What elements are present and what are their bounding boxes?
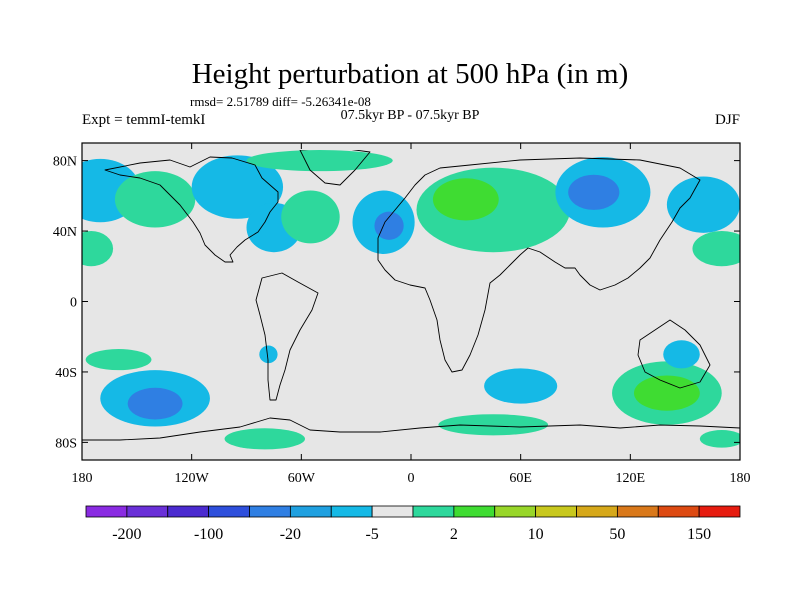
- region-6: [246, 150, 393, 172]
- colorbar-swatch-6: [330, 505, 373, 518]
- subtitle: 07.5kyr BP - 07.5kyr BP: [341, 108, 480, 123]
- region-15: [82, 231, 114, 267]
- region-17: [127, 387, 183, 420]
- x-tick-label-4: 60E: [509, 471, 532, 486]
- region-12: [568, 174, 620, 210]
- colorbar-swatch-4: [249, 505, 291, 518]
- colorbar-swatch-15: [698, 505, 741, 518]
- colorbar-label-6: 50: [609, 526, 625, 543]
- region-18: [85, 349, 152, 371]
- colorbar-swatch-7: [371, 505, 414, 518]
- region-25: [663, 340, 700, 369]
- colorbar-label-7: 150: [687, 526, 711, 543]
- colorbar-label-1: -100: [194, 526, 223, 543]
- colorbar-swatch-5: [289, 505, 332, 518]
- coastline-antarctica: [82, 417, 740, 441]
- coastlines: [82, 150, 740, 441]
- colorbar-swatch-0: [85, 505, 128, 518]
- region-22: [438, 414, 549, 436]
- x-tick-label-2: 60W: [288, 471, 316, 486]
- x-tick-label-0: 180: [72, 471, 93, 486]
- coastline-australia: [637, 319, 711, 389]
- region-10: [432, 178, 499, 221]
- region-20: [224, 428, 305, 450]
- y-tick-label-2: 0: [70, 296, 77, 311]
- colorbar-swatch-11: [535, 505, 577, 518]
- region-26: [699, 430, 740, 448]
- colorbar-label-3: -5: [365, 526, 378, 543]
- colorbar-label-5: 10: [528, 526, 544, 543]
- region-13: [666, 176, 740, 233]
- colorbar-swatch-12: [576, 505, 618, 518]
- region-24: [633, 375, 700, 411]
- colorbar-swatch-3: [208, 505, 250, 518]
- y-tick-label-3: 40S: [55, 366, 77, 381]
- season-label: DJF: [715, 112, 740, 128]
- colorbar-swatch-13: [616, 505, 659, 518]
- coastline-greenland: [299, 150, 371, 186]
- colorbar-label-0: -200: [112, 526, 141, 543]
- colorbar-swatch-2: [167, 505, 210, 518]
- coastline-south-america: [255, 272, 319, 401]
- y-tick-label-0: 80N: [53, 155, 77, 170]
- stats-line: rmsd= 2.51789 diff= -5.26341e-08: [190, 94, 371, 109]
- x-tick-label-5: 120E: [616, 471, 646, 486]
- colorbar-label-4: 2: [450, 526, 458, 543]
- region-14: [692, 231, 740, 267]
- region-2: [114, 171, 196, 228]
- x-tick-label-6: 180: [730, 471, 751, 486]
- y-tick-label-4: 80S: [55, 436, 77, 451]
- colorbar: -200 -100 -20 -5 2 10 50 150: [85, 505, 741, 543]
- coastline-north-america: [104, 156, 279, 263]
- colorbar-swatch-10: [494, 505, 537, 518]
- region-5: [281, 190, 340, 244]
- map-axes: 180 120W 60W 0 60E 120E 180 80N 40N 0 40S 80S: [53, 143, 751, 486]
- region-19: [259, 345, 278, 364]
- perturbation-regions: [82, 150, 740, 450]
- x-tick-label-1: 120W: [175, 471, 210, 486]
- colorbar-swatch-8: [412, 505, 455, 518]
- region-8: [374, 211, 404, 240]
- colorbar-label-2: -20: [280, 526, 301, 543]
- chart-title: Height perturbation at 500 hPa (in m): [192, 58, 629, 90]
- colorbar-swatch-14: [657, 505, 700, 518]
- y-tick-label-1: 40N: [53, 225, 77, 240]
- colorbar-swatch-9: [453, 505, 496, 518]
- x-tick-label-3: 0: [408, 471, 415, 486]
- region-21: [484, 368, 558, 404]
- coastline-eurasia-africa: [377, 157, 701, 373]
- region-3: [191, 155, 284, 219]
- colorbar-swatch-1: [126, 505, 169, 518]
- experiment-label: Expt = temmI-temkI: [82, 112, 205, 128]
